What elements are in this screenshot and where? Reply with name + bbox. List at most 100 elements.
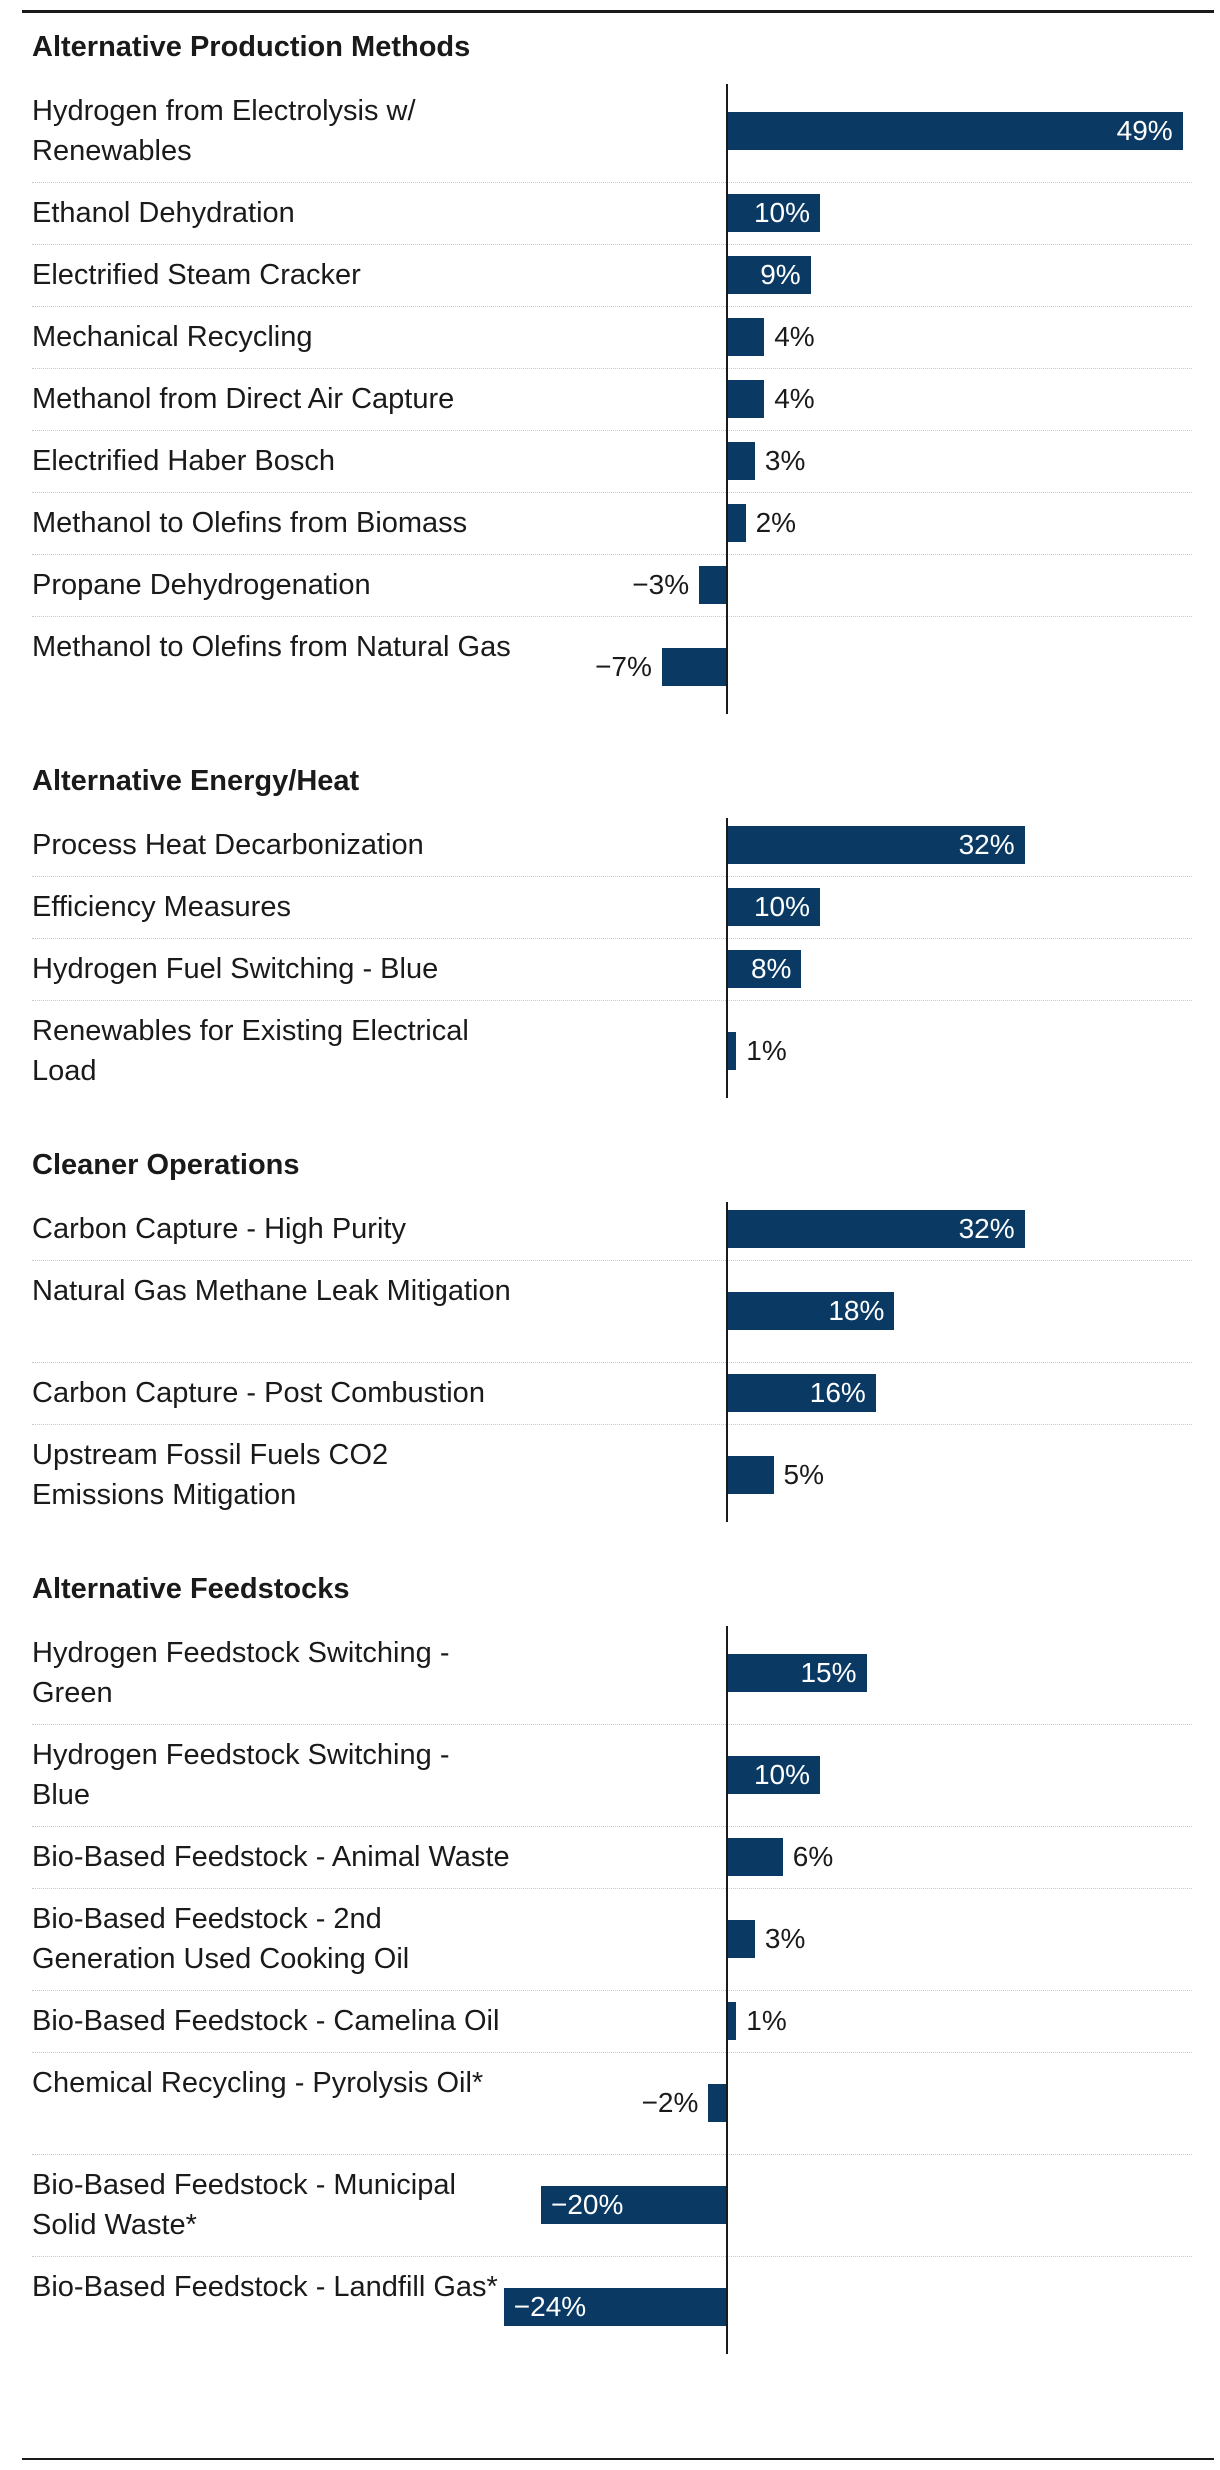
value-label: 32%: [958, 829, 1015, 860]
group-title: Alternative Feedstocks: [32, 1573, 350, 1605]
row-divider: [32, 2154, 1192, 2155]
value-label: 9%: [760, 259, 801, 290]
bar-label: Bio-Based Feedstock - Animal Waste: [32, 1841, 510, 1873]
zero-axis: [726, 84, 728, 714]
row-divider: [32, 182, 1192, 183]
bar: [727, 1756, 820, 1794]
value-label: 3%: [764, 1923, 806, 1954]
value-label: 6%: [792, 1841, 834, 1872]
value-label: −7%: [595, 651, 652, 682]
row-divider: [32, 1990, 1192, 1991]
row-divider: [32, 1362, 1192, 1363]
bar: [708, 2084, 727, 2122]
bar-label: Natural Gas Methane Leak Mitigation: [32, 1275, 511, 1307]
bar: [503, 2288, 727, 2326]
bar-label: Methanol to Olefins from Biomass: [32, 507, 468, 539]
bar-label: Electrified Steam Cracker: [32, 259, 361, 291]
bar-label: Bio-Based Feedstock - 2nd Generation Use…: [32, 1903, 410, 1975]
bar: [661, 648, 727, 686]
row-divider: [32, 1000, 1192, 1001]
bar-label: Chemical Recycling - Pyrolysis Oil*: [32, 2067, 484, 2099]
bottom-rule: [22, 2458, 1214, 2460]
bar-label: Mechanical Recycling: [32, 321, 313, 353]
value-label: 8%: [750, 953, 792, 984]
value-label: 1%: [746, 2005, 787, 2036]
value-label: −24%: [513, 2291, 587, 2322]
row-divider: [32, 616, 1192, 617]
bar-label: Upstream Fossil Fuels CO2 Emissions Miti…: [32, 1439, 389, 1511]
bar: [727, 256, 811, 294]
bar-label: Renewables for Existing Electrical Load: [32, 1015, 469, 1087]
row-divider: [32, 430, 1192, 431]
bar-label: Carbon Capture - High Purity: [32, 1213, 406, 1245]
bar-label: Efficiency Measures: [32, 891, 291, 923]
value-label: 16%: [809, 1377, 866, 1408]
value-label: 18%: [828, 1295, 885, 1326]
row-divider: [32, 1260, 1192, 1261]
bar: [541, 2186, 727, 2224]
bar: [727, 1456, 774, 1494]
bar-label: Bio-Based Feedstock - Camelina Oil: [32, 2005, 500, 2037]
row-divider: [32, 492, 1192, 493]
row-divider: [32, 1888, 1192, 1889]
row-divider: [32, 306, 1192, 307]
value-label: 4%: [774, 321, 815, 352]
row-divider: [32, 876, 1192, 877]
bar-label: Hydrogen Fuel Switching - Blue: [32, 953, 439, 985]
top-rule: [22, 10, 1214, 13]
group-title: Cleaner Operations: [32, 1149, 300, 1181]
group-title: Alternative Energy/Heat: [32, 765, 360, 797]
zero-axis: [726, 1202, 728, 1522]
zero-axis: [726, 818, 728, 1098]
row-divider: [32, 554, 1192, 555]
group-title: Alternative Production Methods: [32, 31, 471, 63]
bar: [727, 1654, 867, 1692]
value-label: 10%: [753, 891, 810, 922]
value-label: 15%: [800, 1657, 857, 1688]
bar: [727, 380, 765, 418]
value-label: 32%: [958, 1213, 1015, 1244]
value-label: −3%: [632, 569, 690, 600]
bar-label: Carbon Capture - Post Combustion: [32, 1377, 485, 1409]
bar: [727, 826, 1025, 864]
row-divider: [32, 1826, 1192, 1827]
bar: [727, 318, 765, 356]
bar-label: Hydrogen Feedstock Switching - Green: [32, 1637, 450, 1709]
bar-label: Ethanol Dehydration: [32, 197, 295, 229]
row-divider: [32, 1724, 1192, 1725]
bar: [727, 1210, 1025, 1248]
bar-label: Bio-Based Feedstock - Landfill Gas*: [32, 2271, 498, 2303]
bar: [727, 2002, 737, 2040]
bar: [727, 888, 820, 926]
zero-axis: [726, 1626, 728, 2354]
bar: [727, 1920, 755, 1958]
bar-label: Bio-Based Feedstock - Municipal Solid Wa…: [32, 2169, 456, 2241]
bar: [727, 442, 755, 480]
value-label: 2%: [755, 507, 797, 538]
value-label: 49%: [1116, 115, 1173, 146]
value-label: 10%: [753, 1759, 810, 1790]
bar-label: Methanol from Direct Air Capture: [32, 383, 455, 415]
bar: [727, 1292, 895, 1330]
bar: [727, 194, 820, 232]
bar-label: Electrified Haber Bosch: [32, 445, 336, 477]
value-label: −2%: [641, 2087, 699, 2118]
bar-label: Methanol to Olefins from Natural Gas: [32, 631, 511, 663]
value-label: 5%: [783, 1459, 824, 1490]
row-divider: [32, 244, 1192, 245]
row-divider: [32, 2052, 1192, 2053]
bar-label: Process Heat Decarbonization: [32, 829, 424, 861]
row-divider: [32, 1424, 1192, 1425]
bar: [727, 950, 802, 988]
bar-label: Propane Dehydrogenation: [32, 569, 371, 601]
row-divider: [32, 2256, 1192, 2257]
value-label: 1%: [746, 1035, 787, 1066]
bar: [727, 504, 746, 542]
value-label: −20%: [551, 2189, 624, 2220]
bar: [727, 1032, 737, 1070]
value-label: 3%: [764, 445, 806, 476]
value-label: 10%: [753, 197, 810, 228]
bar-label: Hydrogen from Electrolysis w/ Renewables: [32, 95, 416, 167]
value-label: 4%: [774, 383, 815, 414]
